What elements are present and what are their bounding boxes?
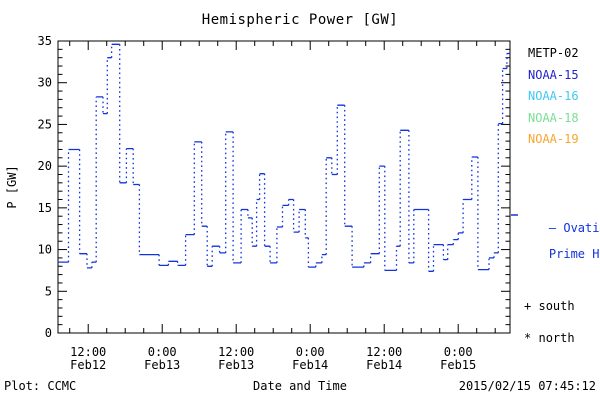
plot-area: 0510152025303512:00Feb120:00Feb1312:00Fe…	[5, 34, 518, 372]
legend-south-marker: + south	[524, 299, 575, 313]
south-label: south	[538, 299, 575, 313]
svg-text:20: 20	[38, 159, 52, 173]
y-axis-title: P [GW]	[5, 165, 19, 208]
svg-text:Feb14: Feb14	[292, 358, 328, 372]
svg-text:Feb14: Feb14	[366, 358, 402, 372]
hpi-trace-transitions	[67, 44, 508, 272]
plot-source-label: Plot: CCMC	[4, 379, 77, 393]
svg-text:25: 25	[38, 117, 52, 131]
svg-text:Feb13: Feb13	[144, 358, 180, 372]
svg-text:12:00: 12:00	[218, 345, 254, 359]
svg-text:12:00: 12:00	[366, 345, 402, 359]
legend-ovation-prime-hpi: — Ovation Prime HPI	[520, 209, 600, 274]
svg-text:10: 10	[38, 243, 52, 257]
svg-text:0:00: 0:00	[444, 345, 473, 359]
north-label: north	[538, 331, 575, 345]
y-axis-ticks	[58, 40, 510, 334]
svg-text:0: 0	[45, 326, 52, 340]
north-asterisk-symbol: *	[524, 331, 532, 345]
svg-text:Feb13: Feb13	[218, 358, 254, 372]
legend-satellite-noaa-15: NOAA-15	[528, 67, 579, 82]
svg-text:Feb12: Feb12	[70, 358, 106, 372]
hpi-trace-steps	[58, 43, 510, 272]
ovation-legend-line2: Prime HPI	[548, 247, 600, 261]
axes-box	[57, 40, 511, 334]
svg-text:0:00: 0:00	[296, 345, 325, 359]
svg-text:15: 15	[38, 201, 52, 215]
chart-title: Hemispheric Power [GW]	[201, 12, 399, 28]
legend-satellite-noaa-18: NOAA-18	[528, 110, 579, 125]
y-tick-labels: 0 5 10 15 20 25 30 35	[38, 34, 52, 340]
plot-timestamp: 2015/02/15 07:45:12	[458, 379, 596, 393]
svg-text:30: 30	[38, 76, 52, 90]
legend-satellite-noaa-16: NOAA-16	[528, 89, 579, 103]
svg-text:5: 5	[45, 284, 52, 298]
legend-satellite-metp-02: METP-02	[528, 46, 579, 60]
x-axis-title: Date and Time	[253, 379, 347, 393]
svg-text:0:00: 0:00	[148, 345, 177, 359]
legend-north-marker: * north	[524, 331, 575, 345]
svg-text:35: 35	[38, 34, 52, 48]
legend-satellite-noaa-19: NOAA-19	[528, 132, 579, 146]
svg-text:12:00: 12:00	[70, 345, 106, 359]
south-plus-symbol: +	[524, 299, 532, 313]
x-axis-ticks	[69, 41, 496, 333]
ovation-legend-line1: — Ovation	[548, 221, 600, 235]
svg-text:Feb15: Feb15	[440, 358, 476, 372]
x-tick-labels: 12:00Feb120:00Feb1312:00Feb130:00Feb1412…	[70, 345, 476, 372]
